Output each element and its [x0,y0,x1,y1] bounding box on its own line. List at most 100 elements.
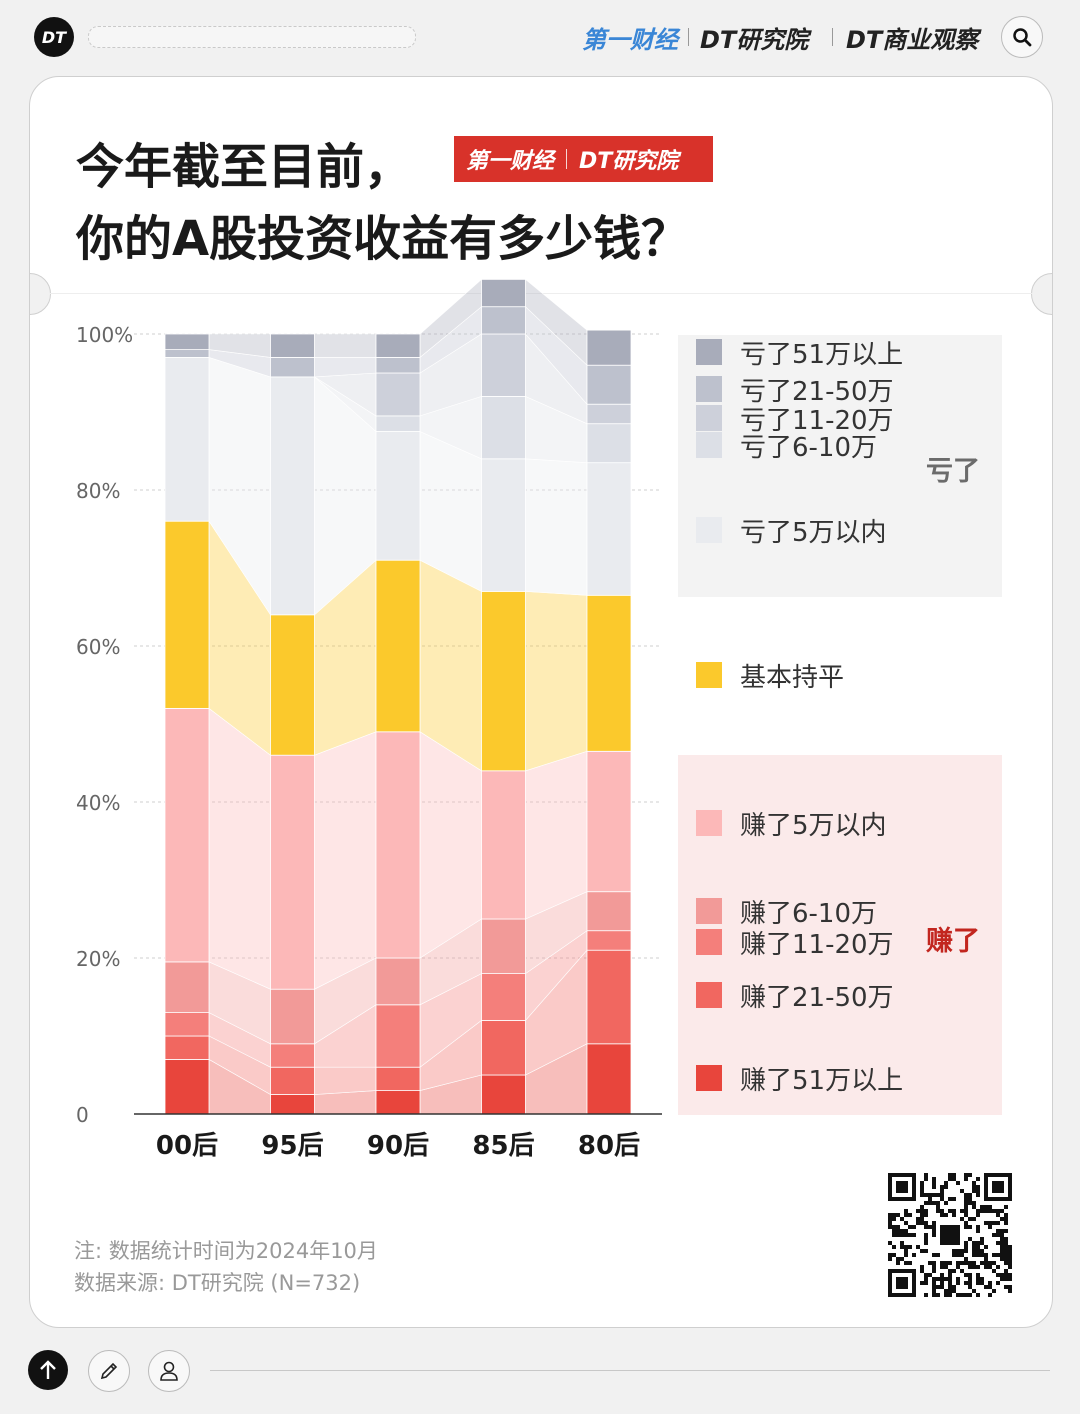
bar-segment [375,957,421,1006]
badge-brand-dt: DT研究院 [579,149,679,174]
bar-segment [481,395,526,460]
bar-segment [481,1074,526,1115]
bar-segment [375,1066,421,1092]
brand-divider [688,28,689,46]
bar-segment [481,973,526,1021]
bottom-divider [210,1370,1050,1371]
legend-item: 亏了6-10万 [696,429,877,463]
legend-label: 基本持平 [740,662,845,693]
bar-segment [586,891,632,932]
bar-segment [586,1043,632,1115]
legend-group-loss: 亏了 [926,456,980,487]
back-to-top-button[interactable] [28,1350,68,1390]
bar-segment [270,1094,315,1115]
bar-segment [375,356,421,374]
bar-segment [375,731,421,959]
legend-swatch [696,405,722,431]
search-icon [1013,28,1032,47]
edit-button[interactable] [88,1350,130,1392]
connector-band [314,1066,377,1095]
search-button[interactable] [1001,16,1043,58]
bar-segment [481,1020,526,1076]
bar-segment [164,1012,210,1037]
infographic-card: 今年截至目前， 第一财经 DT研究院 你的A股投资收益有多少钱？ 0 20% 40%… [29,76,1053,1328]
page-title-line1: 今年截至目前， [76,139,413,195]
legend-label: 亏了21-50万 [740,376,894,407]
bar-segment [586,329,632,366]
badge-divider [566,149,568,169]
y-tick-label: 100% [76,323,133,347]
bar-segment [270,614,315,756]
legend-item: 基本持平 [696,659,845,693]
legend-label: 亏了11-20万 [740,405,894,436]
note-date: 注: 数据统计时间为2024年10月 [74,1239,378,1263]
y-tick-label: 80% [76,479,120,503]
legend-swatch [696,898,722,924]
connector-band [525,458,588,596]
x-category-label: 85后 [472,1131,534,1161]
bar-segment [586,594,632,752]
bar-segment [375,559,421,733]
legend-label: 赚了11-20万 [740,929,894,960]
legend-swatch [696,810,722,836]
legend-swatch [696,517,722,543]
legend-label: 赚了51万以上 [740,1065,904,1096]
connector-band [525,750,588,920]
legend-item: 亏了11-20万 [696,402,894,436]
bar-segment [375,431,421,561]
bar-segment [270,988,315,1045]
connector-band [314,333,377,358]
legend-item: 亏了51万以上 [696,336,903,370]
brand-dt-research: DT研究院 [700,26,809,54]
bar-segment [586,930,632,951]
y-tick-label: 40% [76,791,120,815]
card-divider [50,293,1032,294]
x-category-label: 95后 [261,1131,323,1161]
x-category-label: 80后 [578,1131,640,1161]
legend-item: 赚了21-50万 [696,979,894,1013]
bar-segment [270,333,315,358]
legend-label: 亏了5万以内 [740,517,887,548]
bar-segment [270,1066,315,1095]
bar-segment [481,918,526,974]
connector-band [525,591,588,772]
y-tick-label: 0 [76,1103,89,1127]
brand-divider [832,28,833,46]
bar-segment [270,356,315,378]
note-source: 数据来源: DT研究院 (N=732) [74,1271,361,1295]
qr-code[interactable] [888,1173,1012,1297]
connector-band [314,731,377,990]
bar-segment [375,415,421,432]
legend-swatch [696,376,722,402]
y-tick-label: 20% [76,947,120,971]
pencil-icon [100,1362,118,1380]
legend-label: 赚了21-50万 [740,982,894,1013]
top-search-bar[interactable] [88,26,416,48]
profile-button[interactable] [148,1350,190,1392]
legend-label: 赚了5万以内 [740,810,887,841]
legend-group-gain: 赚了 [926,926,980,957]
bar-segment [164,520,210,709]
bar-segment [375,333,421,358]
legend-swatch [696,662,722,688]
title-brand-badge: 第一财经 DT研究院 [454,136,713,182]
x-category-label: 00后 [156,1131,218,1161]
page-title-line2: 你的A股投资收益有多少钱？ [76,211,690,267]
y-tick-label: 60% [76,635,120,659]
dt-logo[interactable]: DT [34,17,74,57]
bar-segment [586,462,632,596]
user-icon [160,1361,178,1381]
legend-item: 赚了5万以内 [696,807,887,841]
bar-segment [164,349,210,358]
legend-item: 亏了21-50万 [696,373,894,407]
stacked-bar-chart: 0 20% 40% 60% 80% 100% 00后 95后 90后 85后 80后 [76,278,662,1161]
bar-segment [481,306,526,335]
bar-segment [164,333,210,351]
bar-segment [481,333,526,397]
legend-swatch [696,982,722,1008]
x-category-label: 90后 [367,1131,429,1161]
bar-segment [375,372,421,417]
bar-segment [586,750,632,893]
legend-swatch [696,432,722,458]
bar-segment [164,708,210,963]
